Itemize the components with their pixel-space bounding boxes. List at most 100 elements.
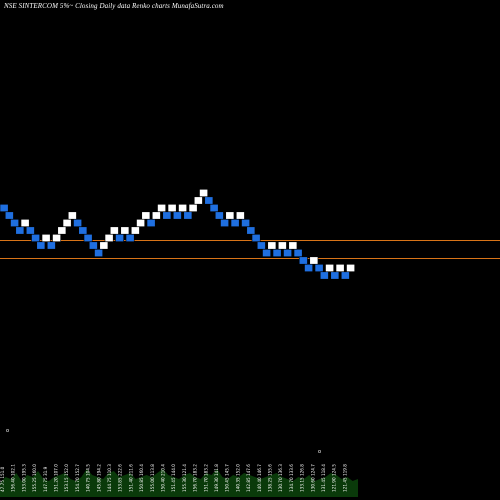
brick-up bbox=[267, 241, 277, 250]
volume-label: 150.45 145.7 bbox=[225, 464, 230, 492]
volume-label: 144.75 110.3 bbox=[107, 464, 112, 492]
volume-label: 47.75 151.0 bbox=[0, 466, 5, 492]
brick-up bbox=[193, 196, 203, 205]
volume-label: 154.70 152.7 bbox=[75, 464, 80, 492]
volume-label: 153.00 195.3 bbox=[21, 464, 26, 492]
brick-up bbox=[52, 234, 61, 243]
volume-area bbox=[0, 469, 358, 497]
brick-down bbox=[46, 241, 56, 250]
brick-up bbox=[67, 211, 77, 220]
brick-down bbox=[220, 219, 229, 228]
brick-up bbox=[62, 219, 72, 228]
volume-label: 149.30 141.8 bbox=[214, 464, 219, 492]
brick-up bbox=[20, 219, 30, 228]
brick-up bbox=[309, 256, 319, 265]
brick-down bbox=[183, 211, 193, 220]
volume-label: 130.70 136.3 bbox=[278, 464, 283, 492]
brick-up bbox=[346, 263, 355, 272]
brick-up bbox=[57, 226, 67, 235]
volume-label: 151.40 211.6 bbox=[128, 464, 133, 492]
chart-title: NSE SINTERCOM 5%~ Closing Daily data Ren… bbox=[4, 2, 224, 10]
brick-down bbox=[314, 263, 324, 272]
brick-up bbox=[288, 241, 298, 250]
volume-label: 156.70 183.2 bbox=[193, 464, 198, 492]
volume-label: 140.75 104.5 bbox=[86, 464, 91, 492]
brick-down bbox=[340, 271, 350, 280]
brick-down bbox=[298, 256, 308, 265]
brick-down bbox=[4, 211, 14, 220]
brick-down bbox=[246, 226, 256, 235]
marker-circle: o bbox=[6, 428, 9, 434]
brick-up bbox=[199, 189, 208, 198]
brick-down bbox=[272, 249, 282, 258]
volume-label: 155.00 113.8 bbox=[150, 464, 155, 492]
volume-label: 145.80 194.2 bbox=[96, 464, 101, 492]
brick-up bbox=[225, 211, 235, 220]
brick-up bbox=[178, 204, 187, 213]
volume-label: 133.15 126.8 bbox=[300, 464, 305, 492]
brick-down bbox=[73, 219, 82, 228]
volume-label: 131.45 118.4 bbox=[321, 464, 326, 492]
brick-up bbox=[188, 204, 198, 213]
volume-label: 156.40 102.1 bbox=[11, 464, 16, 492]
brick-up bbox=[141, 211, 151, 220]
volume-label: 153.15 152.0 bbox=[64, 464, 69, 492]
volume-label: 130.60 124.7 bbox=[310, 464, 315, 492]
volume-label: 151.45 144.0 bbox=[171, 464, 176, 492]
markers: oo bbox=[6, 428, 321, 455]
brick-up bbox=[136, 219, 145, 228]
brick-up bbox=[167, 204, 177, 213]
brick-down bbox=[256, 241, 266, 250]
brick-down bbox=[15, 226, 25, 235]
brick-up bbox=[151, 211, 161, 220]
brick-down bbox=[31, 234, 40, 243]
volume-label: 140.40 146.7 bbox=[257, 464, 262, 492]
brick-up bbox=[120, 226, 130, 235]
volume-label: 150.85 160.4 bbox=[139, 464, 144, 492]
volume-panel: 47.75 151.0 156.40 102.1 153.00 195.3 155.2… bbox=[0, 464, 358, 497]
brick-down bbox=[304, 263, 313, 272]
brick-down bbox=[146, 219, 156, 228]
brick-up bbox=[41, 234, 51, 243]
brick-down bbox=[319, 271, 329, 280]
brick-up bbox=[325, 263, 334, 272]
brick-down bbox=[293, 249, 303, 258]
brick-down bbox=[125, 234, 135, 243]
volume-label: 150.40 210.4 bbox=[161, 464, 166, 492]
brick-up bbox=[104, 234, 114, 243]
marker-circle: o bbox=[318, 449, 321, 455]
volume-label: 134.70 133.6 bbox=[289, 464, 294, 492]
brick-down bbox=[83, 234, 93, 243]
brick-down bbox=[241, 219, 250, 228]
brick-down bbox=[94, 249, 103, 258]
brick-down bbox=[78, 226, 88, 235]
brick-down bbox=[25, 226, 35, 235]
brick-down bbox=[10, 219, 19, 228]
brick-up bbox=[235, 211, 245, 220]
brick-down bbox=[0, 204, 9, 213]
reference-lines bbox=[0, 240, 500, 259]
volume-label: 153.85 222.6 bbox=[118, 464, 123, 492]
volume-label: 142.85 147.6 bbox=[246, 464, 251, 492]
brick-up bbox=[109, 226, 119, 235]
brick-down bbox=[162, 211, 172, 220]
brick-up bbox=[99, 241, 109, 250]
volume-label: 151.70 183.2 bbox=[203, 464, 208, 492]
volume-label: 140.35 152.0 bbox=[235, 464, 240, 492]
brick-down bbox=[209, 204, 219, 213]
volume-label: 155.30 121.4 bbox=[182, 464, 187, 492]
volume-label: 155.25 160.0 bbox=[32, 464, 37, 492]
volume-label: 138.25 155.6 bbox=[268, 464, 273, 492]
brick-down bbox=[230, 219, 240, 228]
brick-down bbox=[283, 249, 292, 258]
brick-down bbox=[88, 241, 98, 250]
renko-bricks bbox=[0, 189, 355, 280]
brick-down bbox=[251, 234, 261, 243]
brick-down bbox=[330, 271, 340, 280]
brick-up bbox=[277, 241, 287, 250]
brick-up bbox=[335, 263, 345, 272]
brick-down bbox=[115, 234, 124, 243]
volume-label: 151.20 107.0 bbox=[54, 464, 59, 492]
